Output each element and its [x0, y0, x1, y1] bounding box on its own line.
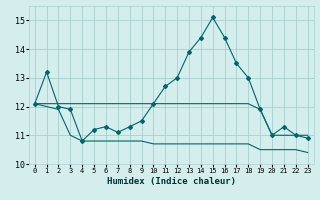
X-axis label: Humidex (Indice chaleur): Humidex (Indice chaleur): [107, 177, 236, 186]
